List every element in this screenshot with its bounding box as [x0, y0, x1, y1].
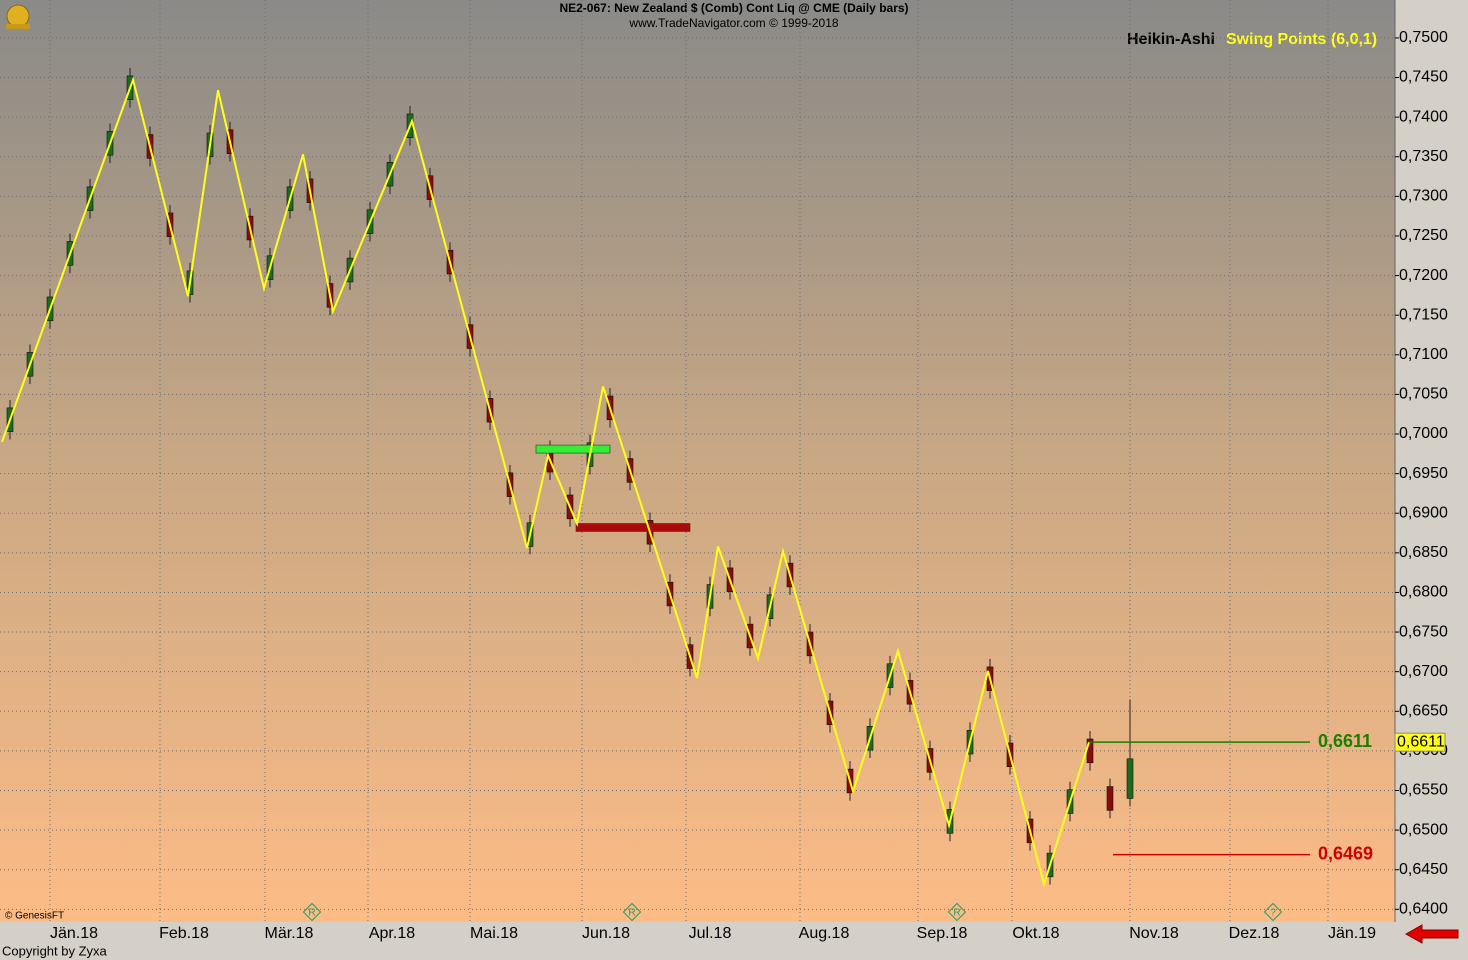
event-marker-label: ? — [1270, 908, 1276, 919]
event-marker-label: R — [628, 908, 635, 919]
event-marker-label: R — [953, 908, 960, 919]
x-tick-label: Jän.19 — [1328, 925, 1376, 942]
y-tick-label: 0,6950 — [1399, 465, 1448, 482]
event-marker — [302, 902, 322, 922]
y-tick-label: 0,7300 — [1399, 188, 1448, 205]
x-tick-label: Nov.18 — [1129, 925, 1179, 942]
x-tick-label: Feb.18 — [159, 925, 209, 942]
y-tick-label: 0,6900 — [1399, 504, 1448, 521]
zone-bar — [575, 523, 691, 532]
chart-subtitle: www.TradeNavigator.com © 1999-2018 — [628, 16, 838, 30]
logo — [6, 4, 30, 29]
x-tick-label: Okt.18 — [1012, 925, 1059, 942]
y-tick-label: 0,6850 — [1399, 544, 1448, 561]
y-tick-label: 0,6750 — [1399, 623, 1448, 640]
zone-bar — [535, 444, 611, 454]
swing-line — [1, 76, 1090, 888]
x-tick-label: Jän.18 — [50, 925, 98, 942]
event-marker-label: R — [308, 908, 315, 919]
swing-label: Swing Points (6,0,1) — [1226, 31, 1377, 48]
y-tick-label: 0,6800 — [1399, 584, 1448, 601]
y-tick-label: 0,7250 — [1399, 227, 1448, 244]
x-tick-label: Sep.18 — [917, 925, 968, 942]
event-marker — [622, 902, 642, 922]
y-tick-label: 0,7500 — [1399, 29, 1448, 46]
last-price-tag — [1394, 732, 1446, 752]
candle-body — [1126, 758, 1134, 799]
y-tick-label: 0,6650 — [1399, 702, 1448, 719]
x-tick-label: Jul.18 — [689, 925, 732, 942]
scroll-arrow[interactable] — [1404, 924, 1459, 944]
x-tick-label: Jun.18 — [582, 925, 630, 942]
level-label: 0,6611 — [1318, 731, 1372, 751]
level-label: 0,6469 — [1318, 843, 1373, 863]
y-tick-label: 0,6550 — [1399, 782, 1448, 799]
x-tick-label: Mär.18 — [265, 925, 314, 942]
chart-title: NE2-067: New Zealand $ (Comb) Cont Liq @… — [559, 1, 908, 15]
event-marker — [947, 902, 967, 922]
y-tick-label: 0,7000 — [1399, 425, 1448, 442]
copyright: Copyright by Zyxa — [2, 943, 108, 958]
y-tick-label: 0,7400 — [1399, 108, 1448, 125]
x-tick-label: Aug.18 — [799, 925, 850, 942]
axis-panel — [1395, 0, 1468, 960]
source-note: © GenesisFT — [5, 911, 64, 922]
y-tick-label: 0,7200 — [1399, 267, 1448, 284]
y-tick-label: 0,7350 — [1399, 148, 1448, 165]
y-tick-label: 0,7050 — [1399, 386, 1448, 403]
event-marker — [1263, 902, 1283, 922]
x-tick-label: Apr.18 — [369, 925, 415, 942]
y-tick-label: 0,7150 — [1399, 306, 1448, 323]
last-price-label: 0,6611 — [1397, 733, 1445, 750]
y-tick-label: 0,6400 — [1399, 901, 1448, 918]
y-tick-label: 0,6450 — [1399, 861, 1448, 878]
y-tick-label: 0,7450 — [1399, 69, 1448, 86]
x-tick-label: Dez.18 — [1229, 925, 1280, 942]
study-label: Heikin-Ashi — [1127, 31, 1215, 48]
y-tick-label: 0,6700 — [1399, 663, 1448, 680]
candle-body — [1106, 786, 1114, 811]
y-tick-label: 0,7100 — [1399, 346, 1448, 363]
y-tick-label: 0,6500 — [1399, 821, 1448, 838]
x-tick-label: Mai.18 — [470, 925, 518, 942]
